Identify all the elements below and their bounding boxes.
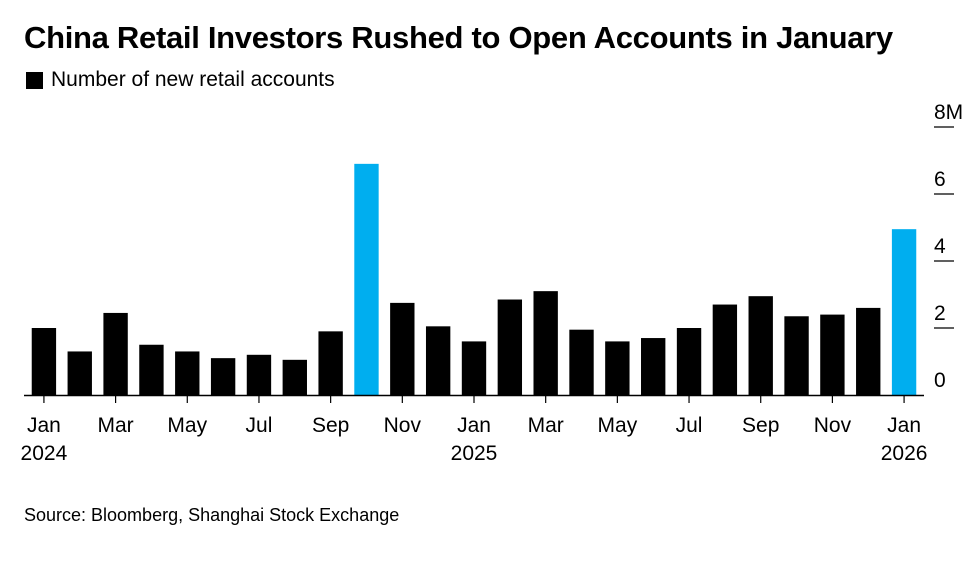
x-tick-label: Jul [676, 414, 703, 437]
x-tick-label: Jan [887, 414, 921, 437]
bar [246, 354, 272, 395]
x-tick-label: Sep [742, 414, 779, 437]
bar [605, 341, 630, 395]
bar [641, 338, 666, 395]
y-tick-label: 0 [934, 369, 946, 392]
bar [784, 316, 809, 395]
y-tick-label: 4 [934, 235, 946, 258]
chart-title: China Retail Investors Rushed to Open Ac… [24, 20, 893, 55]
bar [676, 328, 702, 395]
x-tick-label: Jul [246, 414, 273, 437]
bar [497, 299, 523, 395]
x-tick-year-label: 2024 [21, 442, 68, 465]
bar [103, 312, 128, 395]
y-tick-label: 8M [934, 101, 963, 124]
bar [569, 329, 594, 395]
bar [282, 359, 307, 395]
x-tick-label: Sep [312, 414, 349, 437]
legend-swatch [26, 71, 43, 89]
bar [210, 358, 236, 395]
x-tick-label: Mar [528, 414, 564, 437]
x-tick-label: Jan [27, 414, 61, 437]
bar [390, 302, 415, 396]
source-note: Source: Bloomberg, Shanghai Stock Exchan… [24, 505, 400, 525]
bar [712, 304, 738, 395]
legend: Number of new retail accounts [26, 68, 335, 92]
bar [175, 351, 200, 395]
bar [461, 341, 487, 395]
x-tick-label: Nov [814, 414, 852, 437]
bar [139, 344, 164, 395]
x-tick-label: May [167, 414, 207, 437]
bar [31, 328, 57, 395]
legend-label: Number of new retail accounts [51, 68, 335, 91]
y-tick-label: 2 [934, 302, 946, 325]
y-tick-label: 6 [934, 168, 946, 191]
bar [318, 331, 343, 395]
x-tick-label: May [598, 414, 638, 437]
x-tick-label: Jan [457, 414, 491, 437]
bar [856, 307, 881, 395]
x-tick-year-label: 2025 [451, 442, 498, 465]
bar [820, 314, 845, 395]
bar [748, 296, 773, 395]
bar [891, 229, 917, 395]
x-tick-label: Nov [384, 414, 422, 437]
x-tick-year-label: 2026 [881, 442, 928, 465]
bar [425, 326, 451, 395]
bar [354, 163, 379, 395]
x-tick-label: Mar [98, 414, 134, 437]
bar [67, 351, 92, 395]
bar [533, 291, 558, 395]
